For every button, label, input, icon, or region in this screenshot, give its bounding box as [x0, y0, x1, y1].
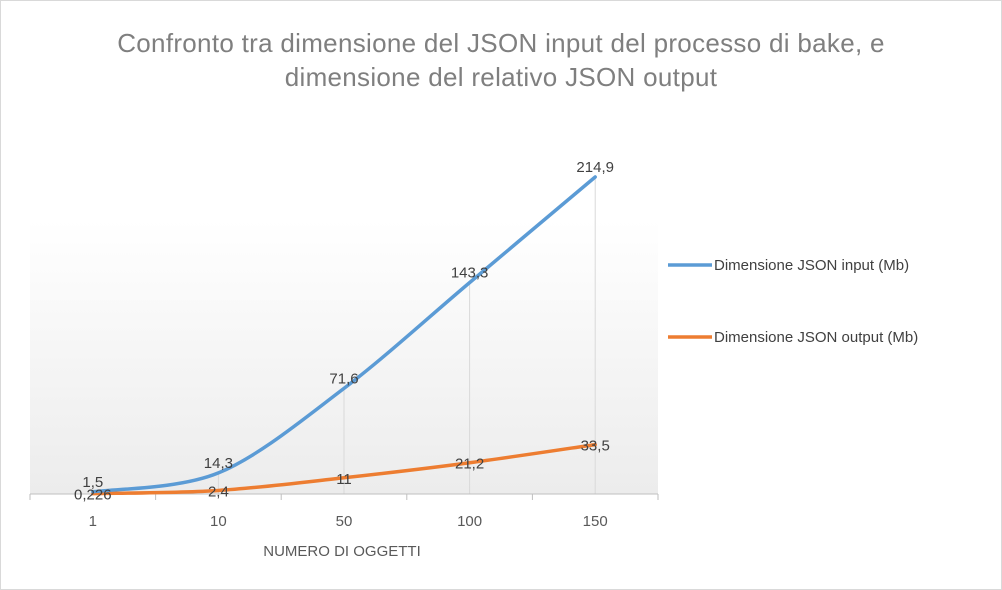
- data-labels: 1,5 14,3 71,6 143,3 214,9 0,226 2,4 11 21,2 33,5: [74, 159, 614, 504]
- x-axis-ticks: 1 10 50 100 150: [29, 494, 659, 530]
- x-tick-label-10: 10: [210, 513, 227, 530]
- data-label-input-150: 214,9: [576, 159, 614, 176]
- data-label-output-150: 33,5: [581, 438, 610, 455]
- chart-title-line-2: dimensione del relativo JSON output: [284, 62, 718, 92]
- data-label-input-10: 14,3: [204, 455, 233, 472]
- x-axis-title: NUMERO DI OGGETTI: [263, 543, 421, 560]
- series-line-output: [91, 442, 597, 496]
- x-tick-label-50: 50: [336, 513, 353, 530]
- series-lines: [91, 175, 597, 496]
- series-line-input: [91, 175, 597, 494]
- chart-title-line-1: Confronto tra dimensione del JSON input …: [117, 28, 885, 58]
- x-tick-label-150: 150: [583, 513, 608, 530]
- data-label-output-1: 0,226: [74, 487, 112, 504]
- data-label-input-1: 1,5: [82, 474, 103, 491]
- data-label-output-100: 21,2: [455, 456, 484, 473]
- legend-label-output: Dimensione JSON output (Mb): [714, 329, 918, 346]
- legend-label-input: Dimensione JSON input (Mb): [714, 257, 909, 274]
- data-label-input-50: 71,6: [329, 370, 358, 387]
- data-label-output-50: 11: [336, 471, 352, 488]
- data-label-input-100: 143,3: [451, 265, 489, 282]
- x-tick-label-100: 100: [457, 513, 482, 530]
- data-label-output-10: 2,4: [208, 483, 229, 500]
- x-tick-label-1: 1: [89, 513, 97, 530]
- chart-title: Confronto tra dimensione del JSON input …: [0, 26, 1002, 94]
- legend: Dimensione JSON input (Mb) Dimensione JSO…: [668, 257, 918, 346]
